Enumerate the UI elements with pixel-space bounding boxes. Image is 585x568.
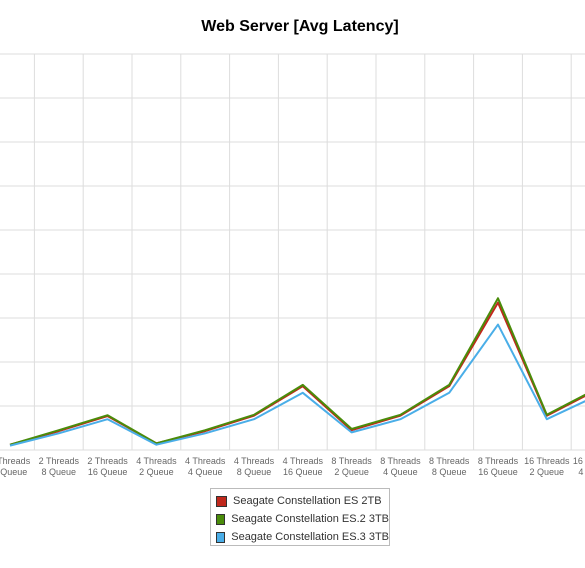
legend-item: Seagate Constellation ES.3 3TB bbox=[216, 528, 389, 546]
x-tick-label: 8 Threads 8 Queue bbox=[429, 456, 470, 477]
x-tick-label: 8 Threads 2 Queue bbox=[331, 456, 372, 477]
legend-item: Seagate Constellation ES.2 3TB bbox=[216, 510, 389, 528]
x-tick-label: 4 Threads 2 Queue bbox=[136, 456, 177, 477]
x-tick-label: 4 Threads 8 Queue bbox=[234, 456, 275, 477]
x-tick-label: 4 Threads 4 Queue bbox=[185, 456, 226, 477]
legend: Seagate Constellation ES 2TB Seagate Cons… bbox=[210, 488, 390, 546]
series-line-2 bbox=[9, 323, 585, 447]
grid bbox=[0, 53, 585, 451]
x-tick-label: 8 Threads 4 Queue bbox=[380, 456, 421, 477]
chart-title: Web Server [Avg Latency] bbox=[201, 18, 399, 35]
legend-swatch bbox=[216, 495, 227, 507]
legend-label: Seagate Constellation ES.2 3TB bbox=[231, 513, 389, 525]
x-tick-label: 2 Threads 8 Queue bbox=[39, 456, 80, 477]
legend-label: Seagate Constellation ES.3 3TB bbox=[231, 531, 389, 543]
x-tick-label: 16 Threads 2 Queue bbox=[524, 456, 570, 477]
x-tick-label: 8 Threads 16 Queue bbox=[478, 456, 519, 477]
legend-swatch bbox=[216, 531, 226, 543]
legend-item: Seagate Constellation ES 2TB bbox=[216, 492, 389, 510]
x-tick-label: 2 Threads 16 Queue bbox=[87, 456, 128, 477]
series-lines bbox=[9, 297, 585, 447]
legend-swatch bbox=[216, 513, 226, 525]
x-tick-label: 4 Threads 16 Queue bbox=[283, 456, 324, 477]
series-line-1 bbox=[9, 297, 585, 446]
legend-label: Seagate Constellation ES 2TB bbox=[233, 495, 382, 507]
